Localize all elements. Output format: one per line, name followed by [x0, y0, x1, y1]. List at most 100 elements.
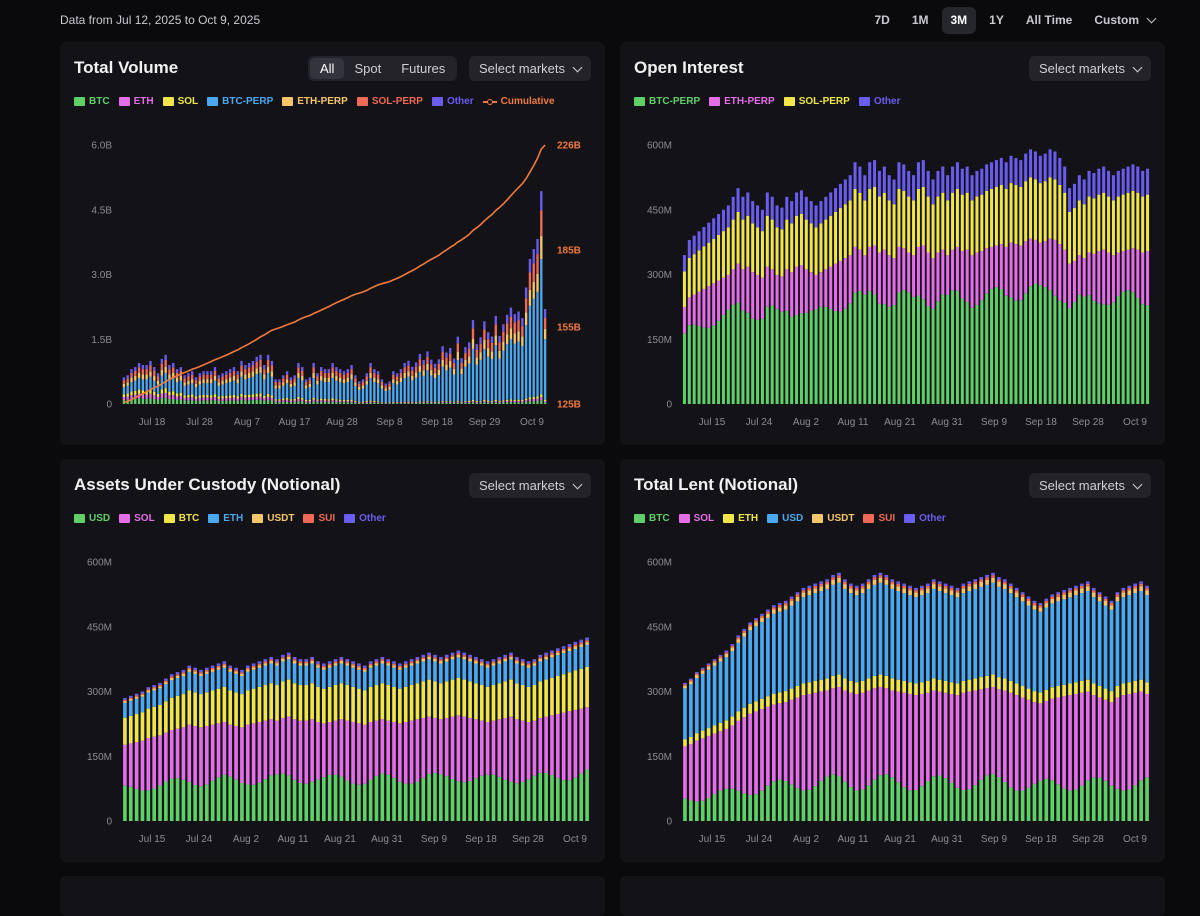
bar-stack[interactable] [536, 239, 538, 404]
bar-stack[interactable] [1003, 579, 1007, 821]
bar-stack[interactable] [550, 650, 554, 821]
bar-stack[interactable] [883, 167, 886, 404]
bar-stack[interactable] [800, 190, 803, 404]
bar-stack[interactable] [264, 659, 268, 821]
bar-stack[interactable] [824, 197, 827, 404]
bar-stack[interactable] [486, 661, 490, 821]
bar-stack[interactable] [468, 342, 470, 404]
bar-stack[interactable] [525, 287, 527, 404]
bar-stack[interactable] [585, 638, 589, 821]
bar-stack[interactable] [855, 586, 859, 821]
bar-stack[interactable] [377, 371, 379, 404]
range-all-time-button[interactable]: All Time [1017, 7, 1081, 34]
bar-stack[interactable] [476, 344, 478, 404]
bar-stack[interactable] [423, 360, 425, 404]
bar-stack[interactable] [246, 666, 250, 821]
bar-stack[interactable] [404, 363, 406, 404]
bar-stack[interactable] [415, 362, 417, 404]
bar-stack[interactable] [808, 586, 812, 821]
bar-stack[interactable] [754, 618, 758, 821]
bar-stack[interactable] [240, 361, 242, 404]
bar-stack[interactable] [218, 375, 220, 404]
bar-stack[interactable] [725, 650, 729, 821]
bar-stack[interactable] [498, 336, 500, 404]
bar-stack[interactable] [223, 661, 227, 821]
bar-stack[interactable] [689, 679, 693, 821]
bar-stack[interactable] [701, 668, 705, 821]
bar-stack[interactable] [1058, 158, 1061, 404]
bar-stack[interactable] [815, 205, 818, 404]
bar-stack[interactable] [123, 377, 125, 404]
bar-stack[interactable] [386, 659, 390, 821]
bar-stack[interactable] [867, 579, 871, 821]
bar-stack[interactable] [457, 650, 461, 821]
bar-stack[interactable] [392, 661, 396, 821]
bar-stack[interactable] [766, 609, 770, 821]
bar-stack[interactable] [172, 363, 174, 404]
bar-stack[interactable] [985, 575, 989, 821]
bar-stack[interactable] [135, 694, 139, 821]
bar-stack[interactable] [975, 171, 978, 404]
bar-stack[interactable] [483, 321, 485, 404]
bar-stack[interactable] [381, 379, 383, 404]
bar-stack[interactable] [472, 320, 474, 404]
bar-stack[interactable] [834, 188, 837, 404]
bar-stack[interactable] [861, 584, 865, 821]
bar-stack[interactable] [825, 579, 829, 821]
bar-stack[interactable] [310, 657, 314, 821]
bar-stack[interactable] [920, 586, 924, 821]
bar-stack[interactable] [492, 659, 496, 821]
bar-stack[interactable] [760, 614, 764, 821]
bar-stack[interactable] [441, 346, 443, 404]
bar-stack[interactable] [351, 661, 355, 821]
bar-stack[interactable] [309, 377, 311, 404]
bar-stack[interactable] [902, 164, 905, 404]
bar-stack[interactable] [426, 351, 428, 404]
bar-stack[interactable] [1021, 592, 1025, 821]
bar-stack[interactable] [127, 375, 129, 404]
bar-stack[interactable] [695, 672, 699, 821]
bar-stack[interactable] [810, 201, 813, 404]
bar-stack[interactable] [776, 205, 779, 404]
bar-stack[interactable] [688, 240, 691, 404]
bar-stack[interactable] [556, 648, 560, 821]
bar-stack[interactable] [890, 579, 894, 821]
bar-stack[interactable] [702, 227, 705, 404]
bar-stack[interactable] [398, 663, 402, 821]
bar-stack[interactable] [343, 371, 345, 404]
bar-stack[interactable] [944, 584, 948, 821]
bar-stack[interactable] [487, 332, 489, 404]
bar-stack[interactable] [176, 672, 180, 821]
bar-stack[interactable] [506, 315, 508, 404]
bar-stack[interactable] [579, 640, 583, 821]
bar-stack[interactable] [328, 661, 332, 821]
bar-stack[interactable] [873, 575, 877, 821]
bar-stack[interactable] [819, 201, 822, 404]
bar-stack[interactable] [339, 369, 341, 404]
bar-stack[interactable] [893, 180, 896, 404]
bar-stack[interactable] [462, 653, 466, 821]
bar-stack[interactable] [517, 311, 519, 404]
bar-stack[interactable] [997, 577, 1001, 821]
bar-stack[interactable] [732, 197, 735, 404]
bar-stack[interactable] [956, 588, 960, 821]
bar-stack[interactable] [973, 579, 977, 821]
bar-stack[interactable] [275, 659, 279, 821]
bar-stack[interactable] [299, 659, 303, 821]
bar-stack[interactable] [225, 371, 227, 404]
bar-stack[interactable] [385, 384, 387, 405]
bar-stack[interactable] [1044, 154, 1047, 404]
bar-stack[interactable] [858, 167, 861, 404]
bar-stack[interactable] [843, 579, 847, 821]
bar-stack[interactable] [123, 698, 127, 821]
bar-stack[interactable] [1000, 158, 1003, 404]
bar-stack[interactable] [293, 375, 295, 404]
bar-stack[interactable] [878, 171, 881, 404]
bar-stack[interactable] [164, 355, 166, 404]
bar-stack[interactable] [805, 197, 808, 404]
bar-stack[interactable] [206, 371, 208, 404]
bar-stack[interactable] [784, 601, 788, 821]
bar-stack[interactable] [145, 365, 147, 404]
bar-stack[interactable] [790, 597, 794, 821]
bar-stack[interactable] [404, 661, 408, 821]
